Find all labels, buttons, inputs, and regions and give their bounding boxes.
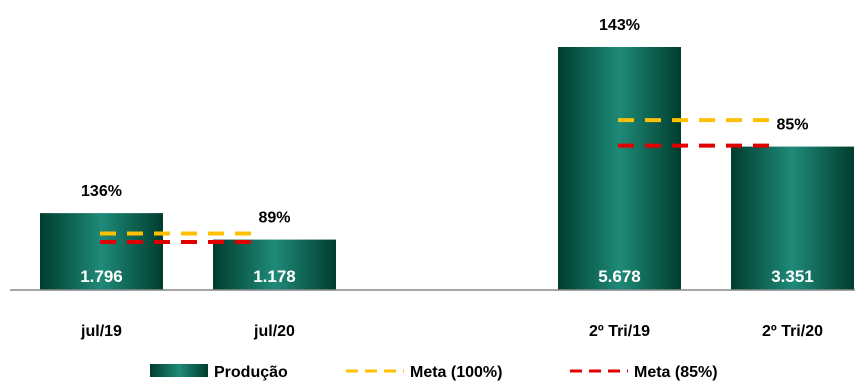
- legend-meta-100-label: Meta (100%): [410, 364, 502, 381]
- labels-layer: 1.796 136% jul/19 1.178 89% jul/20 5.678 143% 2º…: [80, 17, 823, 340]
- x-tick-label: 2º Tri/20: [762, 323, 823, 340]
- legend: Produção Meta (100%) Meta (85%): [150, 364, 718, 381]
- bar-2º Tri/20: [731, 146, 854, 290]
- bar-jul/19: [40, 213, 163, 290]
- legend-producao-swatch: [150, 364, 208, 377]
- legend-producao-label: Produção: [214, 364, 288, 381]
- x-tick-label: jul/20: [253, 323, 295, 340]
- x-tick-label: jul/19: [80, 323, 122, 340]
- bar-jul/20: [213, 239, 336, 290]
- percent-label: 143%: [599, 17, 640, 34]
- bar-2º Tri/19: [558, 47, 681, 290]
- legend-meta-85-label: Meta (85%): [634, 364, 718, 381]
- percent-label: 136%: [81, 183, 122, 200]
- x-tick-label: 2º Tri/19: [589, 323, 650, 340]
- percent-label: 85%: [776, 117, 808, 134]
- percent-label: 89%: [258, 210, 290, 227]
- bar-value-label: 1.796: [80, 267, 123, 286]
- bar-value-label: 5.678: [598, 267, 641, 286]
- meta-lines-layer: [100, 118, 780, 244]
- bars-layer: [40, 47, 854, 290]
- bar-value-label: 3.351: [771, 267, 814, 286]
- bar-value-label: 1.178: [253, 267, 296, 286]
